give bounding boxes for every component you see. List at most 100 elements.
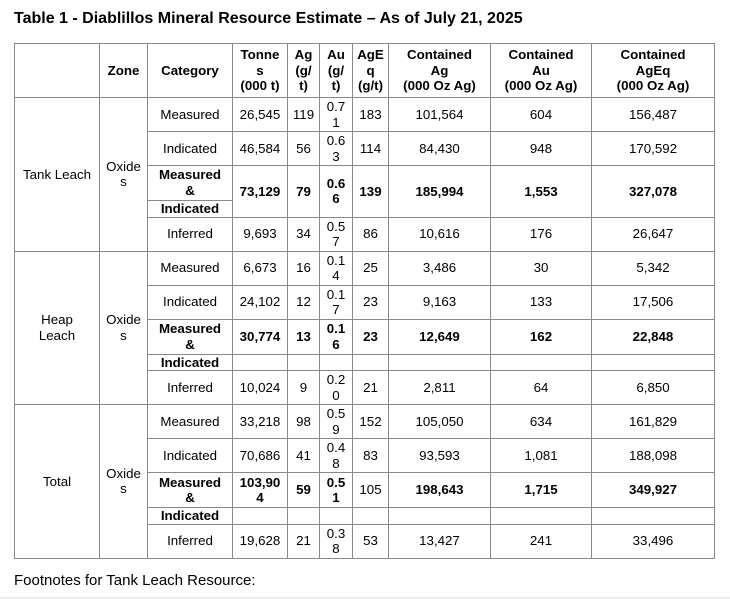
- value-cell-contained-au: [490, 353, 592, 372]
- value-cell-tonnes: [232, 353, 288, 372]
- value-cell-contained-au: 133: [490, 284, 592, 320]
- value-cell-tonnes: 19,628: [232, 523, 288, 559]
- category-cell: Inferred: [147, 370, 233, 406]
- bottom-divider: [0, 597, 730, 599]
- table-row: Inferred 10,024 9 0.20 21 2,811 64 6,850: [15, 370, 715, 406]
- header-zone: Zone: [99, 43, 148, 98]
- value-cell-au: 0.66: [319, 165, 353, 218]
- value-cell-tonnes: 73,129: [232, 165, 288, 218]
- value-cell-contained-ageq: 188,098: [591, 438, 715, 474]
- table-row: Inferred 19,628 21 0.38 53 13,427 241 33,496: [15, 523, 715, 559]
- table-row: Indicated 46,584 56 0.63 114 84,430 948 170,592: [15, 131, 715, 166]
- value-cell-contained-ag: 93,593: [388, 438, 491, 474]
- value-cell-ag: [287, 507, 320, 525]
- group-label-cell: Total: [14, 404, 100, 559]
- value-cell-contained-ag: 10,616: [388, 216, 491, 252]
- value-cell-contained-au: 241: [490, 523, 592, 559]
- value-cell-au: 0.38: [319, 523, 353, 559]
- value-cell-tonnes: 24,102: [232, 284, 288, 320]
- category-cell: Measured: [147, 250, 233, 286]
- mineral-resource-table: Zone Category Tonnes (000 t) Ag (g/t) Au…: [14, 43, 715, 559]
- header-ag-grade: Ag (g/t): [287, 43, 320, 98]
- value-cell-ageq: [352, 353, 389, 372]
- value-cell-ageq: [352, 507, 389, 525]
- header-contained-ageq: Contained AgEq (000 Oz Ag): [591, 43, 715, 98]
- value-cell-contained-au: 1,553: [490, 165, 592, 218]
- value-cell-ag: 119: [287, 97, 320, 132]
- page-title: Table 1 - Diablillos Mineral Resource Es…: [14, 10, 523, 27]
- table-row: Measured & 103,904 59 0.51 105 198,643 1,715 34…: [15, 472, 715, 509]
- resource-table-body: Tank Leach Oxides Measured 26,545 119 0.71 183…: [14, 97, 715, 559]
- value-cell-contained-au: 1,715: [490, 472, 592, 509]
- value-cell-au: 0.20: [319, 370, 353, 406]
- category-cell: Indicated: [147, 200, 233, 218]
- value-cell-contained-au: 30: [490, 250, 592, 286]
- value-cell-contained-ag: 185,994: [388, 165, 491, 218]
- value-cell-contained-ageq: [591, 507, 715, 525]
- value-cell-contained-ageq: 26,647: [591, 216, 715, 252]
- value-cell-ageq: 23: [352, 284, 389, 320]
- value-cell-ag: 59: [287, 472, 320, 509]
- table-row: Inferred 9,693 34 0.57 86 10,616 176 26,647: [15, 216, 715, 252]
- value-cell-au: 0.14: [319, 250, 353, 286]
- value-cell-contained-au: 64: [490, 370, 592, 406]
- value-cell-au: 0.71: [319, 97, 353, 132]
- header-au-grade: Au (g/t): [319, 43, 353, 98]
- header-contained-ag: Contained Ag (000 Oz Ag): [388, 43, 491, 98]
- table-row: Indicated 70,686 41 0.48 83 93,593 1,081 188,09…: [15, 438, 715, 474]
- table-row: Indicated: [15, 507, 715, 525]
- value-cell-ag: 98: [287, 404, 320, 440]
- value-cell-ag: 41: [287, 438, 320, 474]
- category-cell: Measured &: [147, 472, 233, 509]
- value-cell-au: 0.57: [319, 216, 353, 252]
- value-cell-au: 0.59: [319, 404, 353, 440]
- category-cell: Indicated: [147, 438, 233, 474]
- zone-cell: Oxides: [99, 404, 148, 559]
- value-cell-contained-ageq: 349,927: [591, 472, 715, 509]
- value-cell-contained-ag: 105,050: [388, 404, 491, 440]
- value-cell-contained-au: 948: [490, 131, 592, 166]
- table-row: Heap Leach Oxides Measured 6,673 16 0.14 25 3,4…: [14, 250, 715, 406]
- value-cell-tonnes: 9,693: [232, 216, 288, 252]
- value-cell-contained-au: 604: [490, 97, 592, 132]
- value-cell-tonnes: 26,545: [232, 97, 288, 132]
- value-cell-ag: 79: [287, 165, 320, 218]
- category-cell: Measured: [147, 404, 233, 440]
- value-cell-ag: 34: [287, 216, 320, 252]
- value-cell-contained-ag: 198,643: [388, 472, 491, 509]
- value-cell-au: 0.16: [319, 318, 353, 355]
- value-cell-ag: [287, 353, 320, 372]
- value-cell-au: 0.51: [319, 472, 353, 509]
- value-cell-ageq: 86: [352, 216, 389, 252]
- value-cell-ageq: 105: [352, 472, 389, 509]
- value-cell-contained-ag: [388, 507, 491, 525]
- value-cell-au: 0.63: [319, 131, 353, 166]
- value-cell-ageq: 53: [352, 523, 389, 559]
- value-cell-contained-ageq: [591, 353, 715, 372]
- table-row: Measured & 73,129 79 0.66 139 185,994 1,553 327…: [15, 165, 715, 218]
- table-row: Total Oxides Measured 33,218 98 0.59 152 105,05…: [14, 404, 715, 559]
- table-header: Zone Category Tonnes (000 t) Ag (g/t) Au…: [14, 43, 715, 98]
- value-cell-contained-ag: 101,564: [388, 97, 491, 132]
- header-contained-au: Contained Au (000 Oz Ag): [490, 43, 592, 98]
- category-cell: Indicated: [147, 131, 233, 166]
- value-cell-tonnes: 6,673: [232, 250, 288, 286]
- value-cell-tonnes: 30,774: [232, 318, 288, 355]
- value-cell-au: 0.48: [319, 438, 353, 474]
- header-blank: [14, 43, 100, 98]
- table-row: Measured & 30,774 13 0.16 23 12,649 162 22,848: [15, 318, 715, 355]
- value-cell-contained-ageq: 170,592: [591, 131, 715, 166]
- zone-cell: Oxides: [99, 97, 148, 252]
- value-cell-contained-ag: 3,486: [388, 250, 491, 286]
- value-cell-ag: 9: [287, 370, 320, 406]
- value-cell-contained-ageq: 156,487: [591, 97, 715, 132]
- value-cell-contained-au: 176: [490, 216, 592, 252]
- table-header-row: Zone Category Tonnes (000 t) Ag (g/t) Au…: [14, 43, 715, 98]
- value-cell-contained-ag: [388, 353, 491, 372]
- value-cell-tonnes: 10,024: [232, 370, 288, 406]
- header-category: Category: [147, 43, 233, 98]
- header-ageq-grade: AgEq (g/t): [352, 43, 389, 98]
- value-cell-contained-ag: 12,649: [388, 318, 491, 355]
- value-cell-contained-au: [490, 507, 592, 525]
- value-cell-contained-ag: 2,811: [388, 370, 491, 406]
